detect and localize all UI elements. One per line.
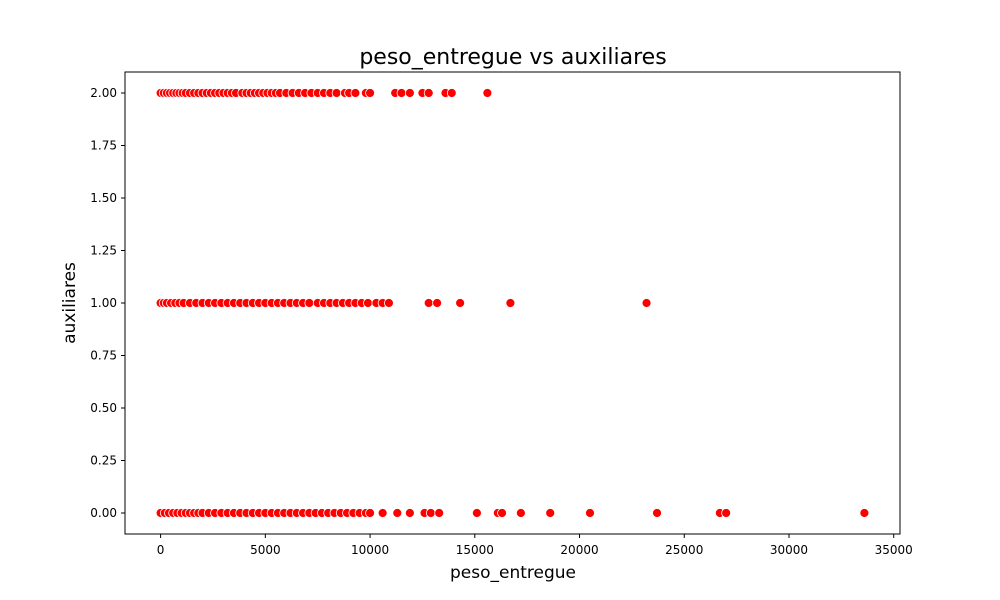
points-layer — [155, 88, 870, 518]
x-tick-label: 5000 — [250, 543, 281, 557]
data-point — [304, 298, 315, 308]
data-point — [404, 508, 415, 518]
chart-title: peso_entregue vs auxiliares — [359, 45, 666, 70]
data-point — [505, 298, 516, 308]
y-tick-label: 1.00 — [90, 296, 117, 310]
data-point — [446, 88, 457, 98]
data-point — [377, 508, 388, 518]
data-point — [545, 508, 556, 518]
x-tick-label: 30000 — [770, 543, 808, 557]
data-point — [423, 88, 434, 98]
x-tick-label: 25000 — [665, 543, 703, 557]
data-point — [365, 508, 375, 518]
data-point — [363, 298, 373, 308]
data-point — [365, 88, 375, 98]
data-point — [331, 88, 342, 98]
data-point — [434, 508, 445, 518]
data-point — [515, 508, 526, 518]
data-point — [721, 508, 732, 518]
y-tick-label: 1.75 — [90, 139, 117, 153]
x-tick-label: 10000 — [351, 543, 389, 557]
data-point — [425, 508, 436, 518]
data-point — [432, 298, 442, 308]
data-point — [585, 508, 595, 518]
y-tick-label: 0.50 — [90, 401, 117, 415]
data-point — [482, 88, 493, 98]
data-point — [392, 508, 403, 518]
y-tick-label: 1.50 — [90, 191, 117, 205]
data-point — [455, 298, 466, 308]
x-tick-label: 15000 — [456, 543, 494, 557]
data-point — [497, 508, 507, 518]
y-tick-label: 2.00 — [90, 86, 117, 100]
data-point — [404, 88, 415, 98]
data-point — [384, 298, 394, 308]
x-tick-label: 35000 — [875, 543, 913, 557]
y-axis-title: auxiliares — [60, 262, 80, 344]
y-tick-label: 0.75 — [90, 349, 117, 363]
y-tick-label: 1.25 — [90, 244, 117, 258]
data-point — [859, 508, 870, 518]
x-tick-label: 0 — [157, 543, 165, 557]
y-tick-label: 0.25 — [90, 454, 117, 468]
data-point — [396, 88, 407, 98]
x-axis: 0 5000 10000 15000 20000 25000 30000 35000 — [157, 534, 913, 557]
data-point — [641, 298, 652, 308]
data-point — [471, 508, 482, 518]
x-tick-label: 20000 — [560, 543, 598, 557]
x-axis-title: peso_entregue — [450, 563, 576, 583]
y-tick-label: 0.00 — [90, 506, 117, 520]
y-axis: 0.00 0.25 0.50 0.75 1.00 1.25 1.50 1.75 2.00 — [90, 86, 125, 520]
data-point — [652, 508, 662, 518]
data-point — [423, 298, 434, 308]
data-point — [350, 88, 361, 98]
